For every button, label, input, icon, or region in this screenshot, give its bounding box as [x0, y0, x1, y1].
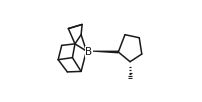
Text: B: B	[85, 47, 92, 57]
Polygon shape	[87, 51, 118, 53]
